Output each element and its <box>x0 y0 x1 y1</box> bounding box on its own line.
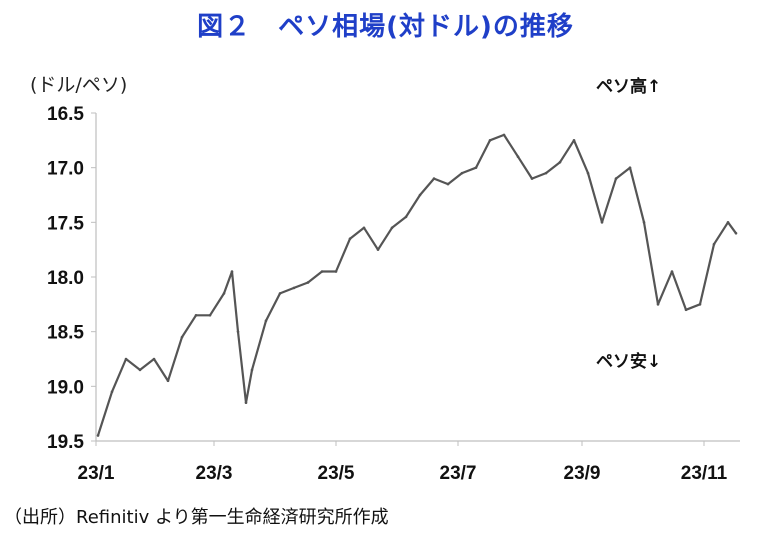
y-tick-label: 16.5 <box>47 104 84 125</box>
chart-marks <box>96 133 738 437</box>
data-point <box>614 177 618 180</box>
data-point <box>306 281 310 284</box>
data-point <box>320 270 324 273</box>
x-tick-label: 23/1 <box>78 463 115 484</box>
data-point <box>124 357 128 361</box>
x-tick-label: 23/11 <box>681 463 728 484</box>
data-point <box>474 166 478 169</box>
peso-weak-annotation: ペソ安↓ <box>596 352 662 372</box>
data-point <box>726 221 730 224</box>
y-tick-label: 19.5 <box>47 432 84 453</box>
data-point <box>446 182 450 186</box>
data-point <box>544 171 548 175</box>
data-point <box>488 139 492 142</box>
data-point <box>734 231 738 235</box>
y-tick-label: 17.0 <box>47 159 84 180</box>
data-point <box>334 270 338 273</box>
data-point <box>292 286 296 290</box>
chart-title: 図２ ペソ相場(対ドル)の推移 <box>197 12 574 42</box>
data-point <box>600 221 604 224</box>
data-point <box>698 303 702 306</box>
data-point <box>432 177 436 180</box>
data-point <box>348 237 352 241</box>
data-point <box>208 313 212 317</box>
data-point <box>516 155 520 159</box>
data-point <box>460 171 464 175</box>
data-point <box>586 171 590 175</box>
data-point <box>558 160 562 164</box>
data-point <box>166 379 170 383</box>
x-tick-label: 23/7 <box>440 463 477 484</box>
data-point <box>236 330 240 333</box>
source-note: （出所）Refinitiv より第一生命経済研究所作成 <box>4 507 389 528</box>
x-tick-label: 23/3 <box>196 463 233 484</box>
data-point <box>152 357 156 361</box>
x-tick-label: 23/5 <box>318 463 355 484</box>
y-tick-label: 19.0 <box>47 377 84 398</box>
data-point <box>656 303 660 306</box>
y-tick-label: 17.5 <box>47 213 84 234</box>
data-point <box>418 193 422 197</box>
data-point <box>138 368 142 372</box>
data-point <box>230 270 234 273</box>
data-point <box>222 292 226 295</box>
y-tick-label: 18.5 <box>47 323 84 344</box>
data-point <box>110 390 114 394</box>
data-point <box>642 221 646 224</box>
data-point <box>250 368 254 372</box>
data-point <box>180 335 184 339</box>
data-point <box>376 248 380 251</box>
data-point <box>628 166 632 169</box>
series-line <box>96 133 737 436</box>
y-axis-unit-label: (ドル/ペソ) <box>30 74 128 96</box>
data-point <box>264 319 268 323</box>
data-point <box>96 434 100 437</box>
data-point <box>530 177 534 180</box>
data-point <box>278 292 282 295</box>
data-point <box>684 308 688 312</box>
data-point <box>194 313 198 317</box>
chart-ticks: 16.5 17.0 17.5 18.0 18.5 19.0 19.5 23/1 23/3 23/5… <box>47 104 728 484</box>
data-point <box>404 215 408 219</box>
x-tick-label: 23/9 <box>564 463 601 484</box>
data-point <box>244 401 248 405</box>
data-point <box>670 270 674 273</box>
data-point <box>390 226 394 230</box>
data-point <box>572 139 576 142</box>
data-point <box>712 242 716 246</box>
y-tick-label: 18.0 <box>47 268 84 289</box>
peso-strong-annotation: ペソ高↑ <box>596 77 662 97</box>
data-point <box>362 226 366 230</box>
chart-axes <box>95 113 740 442</box>
data-point <box>502 133 506 137</box>
